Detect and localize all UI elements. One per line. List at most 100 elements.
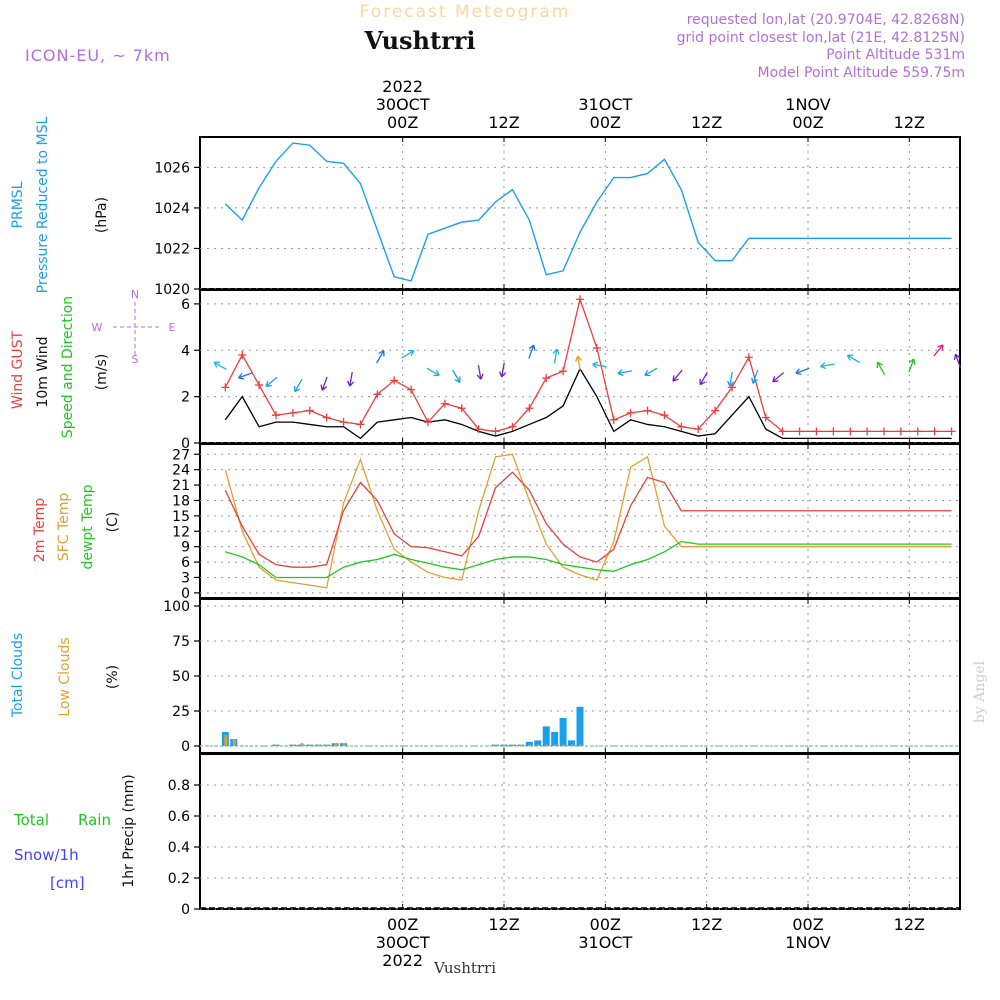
gust-marker [542,374,551,383]
panel-1: 0 2 4 6 [181,289,962,452]
gust-marker [508,422,517,431]
low-cloud-bar [503,744,506,746]
gust-marker [761,413,770,422]
y-tick-label: 0 [181,586,190,602]
y-tick-label: 75 [172,634,190,650]
gust-marker [559,367,568,376]
gust-marker [356,420,365,429]
wind-arrow [617,369,633,377]
cloud-labels: Total Clouds Low Clouds (%) [10,633,121,718]
gust-marker [626,408,635,417]
gust-marker [407,385,416,394]
precip-unit: 1hr Precip (mm) [121,774,137,887]
wind-arrow [320,376,328,391]
bottom-time-label: 2022 [382,951,423,970]
gust-marker [795,427,804,436]
total-cloud-bar [576,706,584,746]
top-time-label: 00Z [590,113,621,132]
wind-arrow [953,353,962,368]
gust-marker [221,383,230,392]
wind-gust-label: Wind GUST [10,330,26,409]
low-cloud-bar [334,743,338,746]
gust-marker [339,418,348,427]
gust-marker [322,413,331,422]
wind-arrow [795,367,810,376]
wind-labels: Wind GUST 10m Wind Speed and Direction (… [10,288,176,438]
pct-unit: (%) [105,665,121,689]
compass-n: N [131,288,139,301]
panel-4: 0 0.2 0.4 0.6 0.8 [168,753,961,918]
wind-arrow [426,367,440,377]
y-tick-label: 50 [172,669,190,685]
wind-arrow [672,369,683,382]
bottom-time-label: 00Z [387,915,418,934]
gust-marker [457,404,466,413]
gust-marker [255,381,264,390]
low-cloud-bar [570,744,574,746]
hpa-unit: (hPa) [94,197,110,233]
gust-marker [305,406,314,415]
top-time-label: 12Z [691,113,722,132]
wind-arrow [294,378,303,393]
gust-marker [643,406,652,415]
low-cloud-bar [224,734,228,746]
compass-w: W [92,321,103,334]
y-tick-label: 6 [181,555,190,571]
gust-marker [880,427,888,436]
gust-marker [778,427,787,436]
gust-marker [846,427,855,436]
gust-marker [525,404,534,413]
y-tick-label: 1026 [154,160,190,176]
precip-labels: Total Rain Snow/1h [cm] 1hr Precip (mm) [13,774,137,892]
rain-label: Rain [78,811,111,829]
low-cloud-bar [553,744,557,746]
gust-marker [272,411,280,420]
gust-marker [373,390,382,399]
pressure-line [224,142,952,282]
y-tick-label: 1024 [154,201,190,217]
bottom-time-label: 00Z [792,915,823,934]
top-time-label: 31OCT [578,95,632,114]
total-clouds-label: Total Clouds [10,633,26,718]
y-tick-label: 15 [172,509,190,525]
gust-marker [238,350,247,359]
point-altitude: Point Altitude 531m [826,47,965,63]
top-time-label: 00Z [387,113,418,132]
bottom-time-label: 1NOV [785,933,830,952]
wind-arrow [933,344,944,357]
wind-arrow [213,361,227,371]
wind-arrow [265,376,278,388]
y-tick-label: 1020 [154,282,190,298]
model-label: ICON-EU, ~ 7km [25,46,171,65]
total-cloud-bar [534,740,542,746]
y-tick-label: 0 [181,739,190,755]
gust-marker [424,418,432,427]
bottom-time-label: 12Z [894,915,925,934]
low-cloud-bar [536,744,540,746]
ms-unit: (m/s) [94,354,110,391]
low-cloud-bar [519,744,523,746]
requested-coords: requested lon,lat (20.9704E, 42.8268N) [687,12,965,28]
snow-unit: [cm] [50,874,85,892]
gust-marker [660,411,669,420]
speed-direction-label: Speed and Direction [60,296,76,438]
low-cloud-bar [325,744,329,746]
gust-marker [863,427,872,436]
y-tick-label: 2 [181,390,190,406]
low-cloud-bar [342,743,346,746]
wind-arrow [876,361,886,375]
compass-s: S [132,353,139,366]
panel-3: 0 25 50 75 100 [163,598,961,755]
credit: by Angel [972,660,988,723]
gust-marker [947,427,956,436]
wind-arrow [401,349,415,359]
y-tick-label: 3 [181,570,190,586]
wind-arrow [820,362,835,370]
gust-marker [930,427,939,436]
total-cloud-bar [542,726,550,746]
y-tick-label: 0.4 [168,840,190,856]
model-altitude: Model Point Altitude 559.75m [758,65,965,81]
top-time-label: 00Z [792,113,823,132]
gust-marker [913,427,922,436]
y-tick-label: 24 [172,463,190,479]
